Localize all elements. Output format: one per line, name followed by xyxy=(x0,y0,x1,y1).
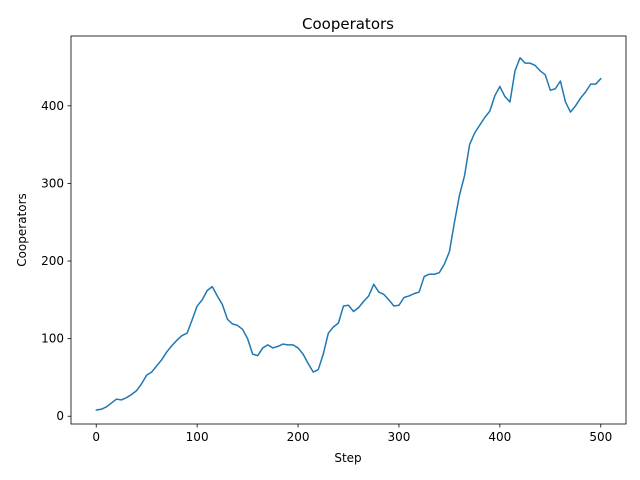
x-tick-label: 400 xyxy=(488,430,511,444)
x-tick-label: 500 xyxy=(589,430,612,444)
series-line-0 xyxy=(95,56,602,411)
x-axis-label: Step xyxy=(334,451,361,465)
x-tick-label: 200 xyxy=(287,430,310,444)
chart-title: Cooperators xyxy=(302,15,394,33)
x-axis: 0 100 200 300 400 500 xyxy=(92,424,612,444)
y-tick-label: 400 xyxy=(41,99,64,113)
y-tick-label: 0 xyxy=(56,409,64,423)
x-tick-label: 100 xyxy=(186,430,209,444)
y-axis-label: Cooperators xyxy=(15,193,29,267)
y-axis: 0 100 200 300 400 xyxy=(41,99,71,423)
x-tick-label: 300 xyxy=(388,430,411,444)
plot-area xyxy=(95,56,602,411)
y-tick-label: 300 xyxy=(41,176,64,190)
plot-frame xyxy=(70,35,627,425)
y-tick-label: 100 xyxy=(41,332,64,346)
x-tick-label: 0 xyxy=(92,430,100,444)
y-tick-label: 200 xyxy=(41,254,64,268)
